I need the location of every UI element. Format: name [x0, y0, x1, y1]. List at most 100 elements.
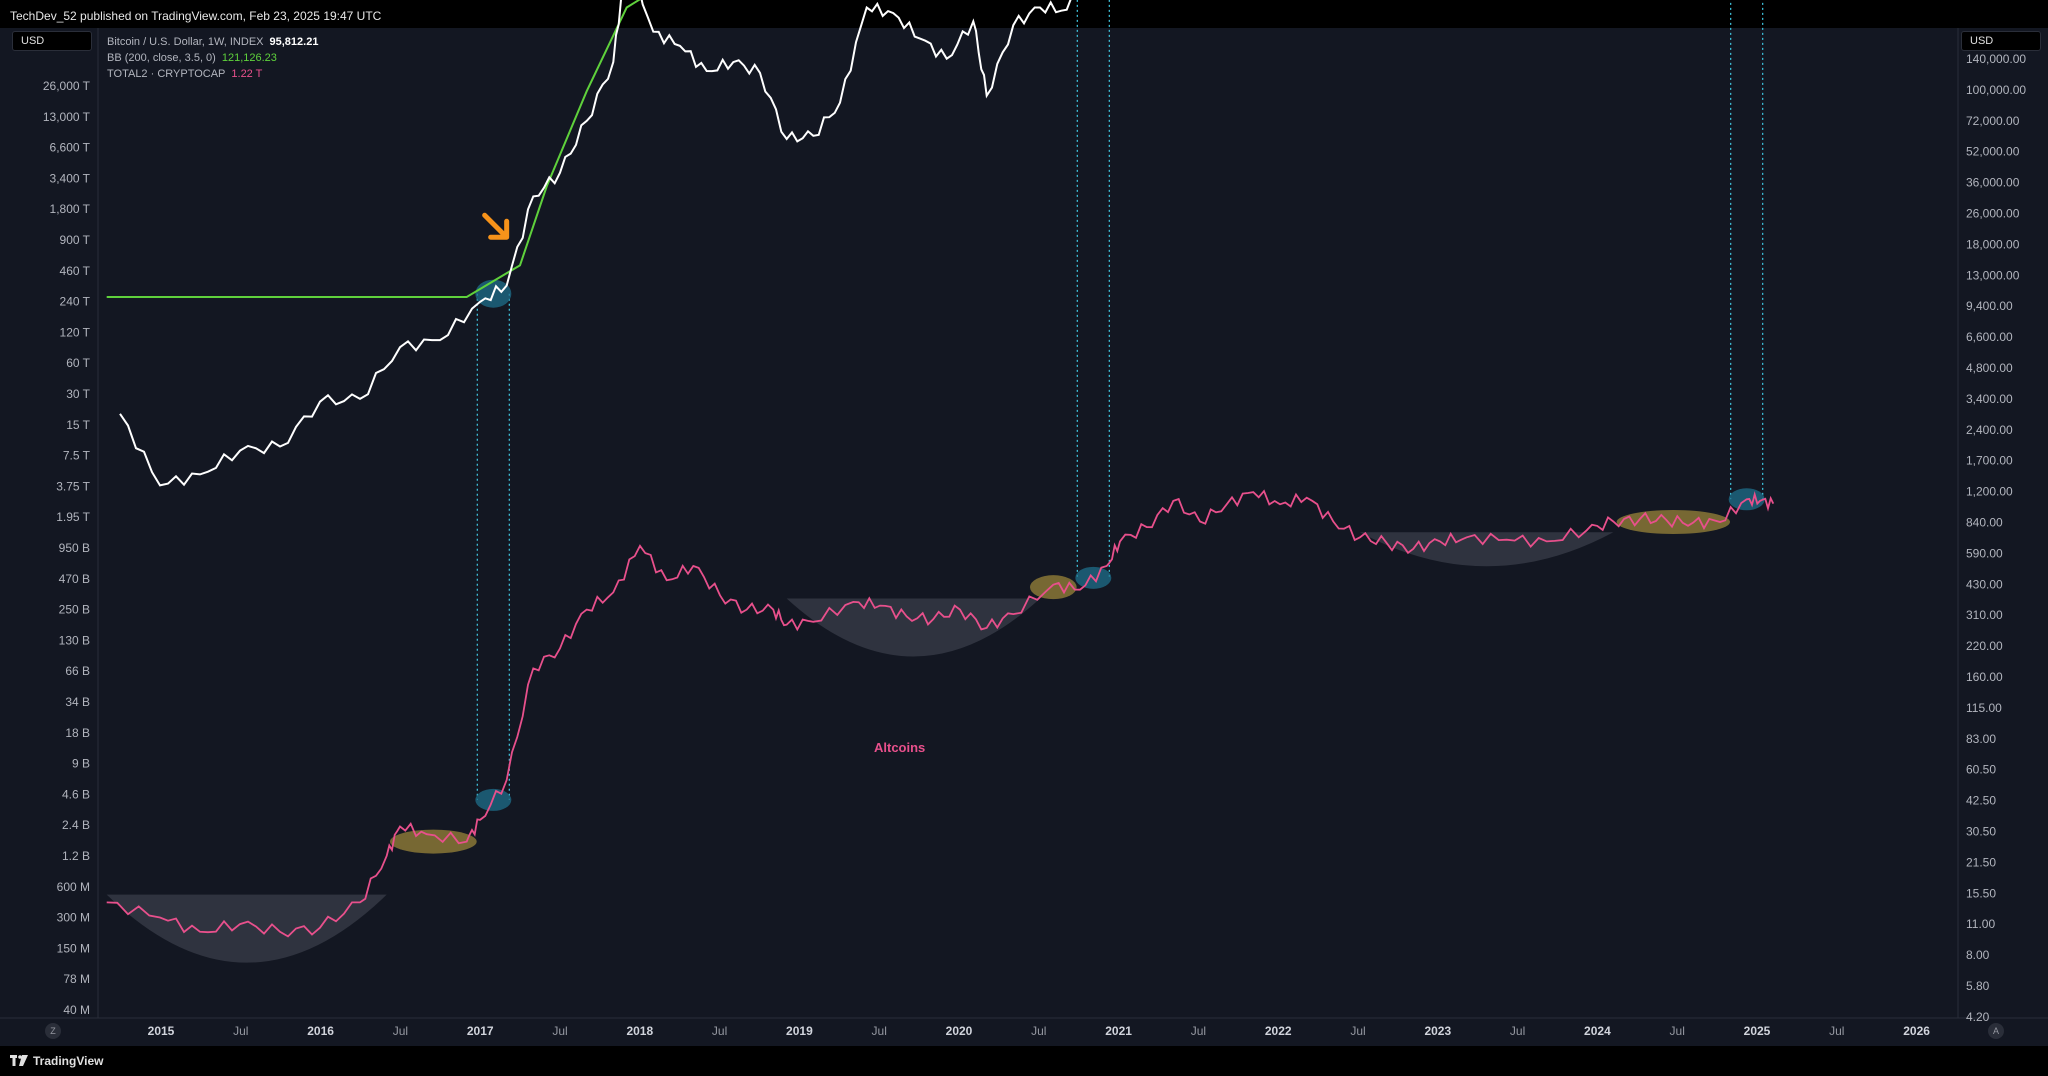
- time-axis-tick-label: Jul: [1191, 1024, 1206, 1038]
- left-axis-tick-label: 470 B: [59, 572, 90, 586]
- total2-line[interactable]: [106, 489, 1775, 938]
- legend-btc-label: Bitcoin / U.S. Dollar, 1W, INDEX: [107, 36, 264, 48]
- right-axis-tick-label: 42.50: [1966, 794, 1996, 808]
- left-currency-badge[interactable]: USD: [12, 31, 92, 51]
- right-axis-tick-label: 15.50: [1966, 886, 1996, 900]
- time-axis-tick-label: 2022: [1265, 1024, 1292, 1038]
- legend-btc-value: 95,812.21: [269, 36, 319, 48]
- right-axis-tick-label: 220.00: [1966, 639, 2003, 653]
- time-axis-tick-label: Jul: [872, 1024, 887, 1038]
- left-axis-tick-label: 150 M: [57, 941, 90, 955]
- left-axis-tick-label: 250 B: [59, 603, 90, 617]
- time-axis-tick-label: Jul: [1829, 1024, 1844, 1038]
- left-axis-tick-label: 240 T: [60, 295, 91, 309]
- plot-background: [0, 28, 2048, 1046]
- right-axis-tick-label: 4,800.00: [1966, 361, 2013, 375]
- left-axis-tick-label: 34 B: [65, 695, 90, 709]
- left-axis-tick-label: 15 T: [66, 418, 90, 432]
- tradingview-brand-text: TradingView: [33, 1054, 104, 1068]
- bb-upper-band-line[interactable]: [106, 0, 1774, 298]
- right-axis-tick-label: 430.00: [1966, 577, 2003, 591]
- time-axis-tick-label: Jul: [1670, 1024, 1685, 1038]
- log-scale-toggle-left[interactable]: Z: [45, 1023, 61, 1039]
- time-axis-tick-label: 2016: [307, 1024, 334, 1038]
- left-axis-tick-label: 30 T: [66, 387, 90, 401]
- time-axis-tick-label: Jul: [1031, 1024, 1046, 1038]
- right-axis-tick-label: 36,000.00: [1966, 176, 2020, 190]
- right-axis-tick-label: 11.00: [1966, 917, 1995, 931]
- time-axis-tick-label: 2025: [1744, 1024, 1771, 1038]
- left-axis-tick-label: 3.75 T: [56, 479, 90, 493]
- time-axis-tick-label: 2019: [786, 1024, 813, 1038]
- left-axis-tick-label: 1.2 B: [62, 849, 90, 863]
- right-currency-badge[interactable]: USD: [1961, 31, 2041, 51]
- time-axis-tick-label: 2020: [946, 1024, 973, 1038]
- right-axis-tick-label: 13,000.00: [1966, 268, 2020, 282]
- right-axis-tick-label: 21.50: [1966, 855, 1996, 869]
- time-axis-tick-label: Jul: [552, 1024, 567, 1038]
- time-axis-tick-label: 2015: [148, 1024, 175, 1038]
- btc-price-line[interactable]: [119, 0, 1773, 487]
- legend-bb[interactable]: BB (200, close, 3.5, 0) 121,126.23: [107, 52, 277, 64]
- accumulation-arc: [786, 598, 1040, 657]
- bottom-bar: TradingView: [0, 1046, 2048, 1076]
- right-price-axis[interactable]: 140,000.00 100,000.00 72,000.00 52,000.00 36…: [1966, 52, 2026, 1024]
- time-axis-tick-label: 2017: [467, 1024, 494, 1038]
- time-axis-tick-label: 2021: [1105, 1024, 1132, 1038]
- right-axis-tick-label: 83.00: [1966, 732, 1996, 746]
- left-axis-tick-label: 130 B: [59, 633, 90, 647]
- right-axis-tick-label: 6,600.00: [1966, 330, 2013, 344]
- right-axis-tick-label: 115.00: [1966, 701, 2002, 715]
- consolidation-highlight: [1030, 575, 1077, 600]
- tradingview-brand[interactable]: TradingView: [10, 1054, 103, 1068]
- breakout-arrows: [482, 212, 510, 240]
- left-axis-tick-label: 78 M: [63, 972, 90, 986]
- left-axis-tick-label: 13,000 T: [43, 110, 91, 124]
- altcoins-annotation: Altcoins: [874, 740, 926, 755]
- left-axis-tick-label: 950 B: [59, 541, 90, 555]
- right-axis-tick-label: 4.20: [1966, 1010, 1990, 1024]
- right-axis-tick-label: 52,000.00: [1966, 145, 2020, 159]
- right-axis-tick-label: 26,000.00: [1966, 207, 2020, 221]
- left-price-axis[interactable]: 26,000 T 13,000 T 6,600 T 3,400 T 1,800 T 900…: [43, 79, 91, 1017]
- right-axis-tick-label: 310.00: [1966, 608, 2003, 622]
- left-axis-tick-label: 300 M: [57, 911, 90, 925]
- left-axis-tick-label: 60 T: [66, 356, 90, 370]
- right-axis-tick-label: 72,000.00: [1966, 114, 2020, 128]
- legend-bb-value: 121,126.23: [221, 52, 277, 64]
- right-axis-tick-label: 5.80: [1966, 979, 1990, 993]
- time-axis-tick-label: 2023: [1424, 1024, 1451, 1038]
- legend-total2-value: 1.22 T: [231, 68, 263, 80]
- legend-bb-label: BB (200, close, 3.5, 0): [107, 52, 216, 64]
- time-axis-tick-label: 2024: [1584, 1024, 1611, 1038]
- right-axis-tick-label: 2,400.00: [1966, 423, 2013, 437]
- consolidation-highlight: [390, 829, 477, 854]
- left-axis-tick-label: 26,000 T: [43, 79, 91, 93]
- time-axis-tick-label: Jul: [1350, 1024, 1365, 1038]
- left-axis-tick-label: 460 T: [60, 264, 91, 278]
- left-axis-tick-label: 7.5 T: [63, 449, 91, 463]
- right-axis-tick-label: 160.00: [1966, 670, 2003, 684]
- left-axis-tick-label: 66 B: [65, 664, 90, 678]
- right-axis-tick-label: 140,000.00: [1966, 52, 2026, 66]
- tradingview-logo-icon: [10, 1055, 28, 1066]
- right-axis-tick-label: 60.50: [1966, 763, 1996, 777]
- left-axis-tick-label: 6,600 T: [50, 141, 91, 155]
- legend-total2[interactable]: TOTAL2 · CRYPTOCAP 1.22 T: [107, 68, 262, 80]
- right-axis-tick-label: 18,000.00: [1966, 237, 2020, 251]
- legend-total2-label: TOTAL2 · CRYPTOCAP: [107, 68, 226, 80]
- auto-scale-toggle-right[interactable]: A: [1988, 1023, 2004, 1039]
- left-axis-tick-label: 4.6 B: [62, 787, 90, 801]
- legend-btc[interactable]: Bitcoin / U.S. Dollar, 1W, INDEX 95,812.2…: [107, 36, 318, 48]
- left-axis-tick-label: 1.95 T: [56, 510, 90, 524]
- time-axis[interactable]: 2015 Jul 2016 Jul 2017 Jul 2018 Jul 2019 Jul 2020 J…: [148, 1024, 1931, 1038]
- time-axis-tick-label: Jul: [1510, 1024, 1525, 1038]
- right-axis-tick-label: 1,200.00: [1966, 485, 2013, 499]
- right-axis-tick-label: 30.50: [1966, 825, 1996, 839]
- left-axis-tick-label: 600 M: [57, 880, 90, 894]
- breakout-connectors: [476, 0, 1764, 800]
- accumulation-arc: [106, 894, 387, 963]
- time-axis-tick-label: 2026: [1903, 1024, 1930, 1038]
- left-axis-tick-label: 3,400 T: [50, 171, 91, 185]
